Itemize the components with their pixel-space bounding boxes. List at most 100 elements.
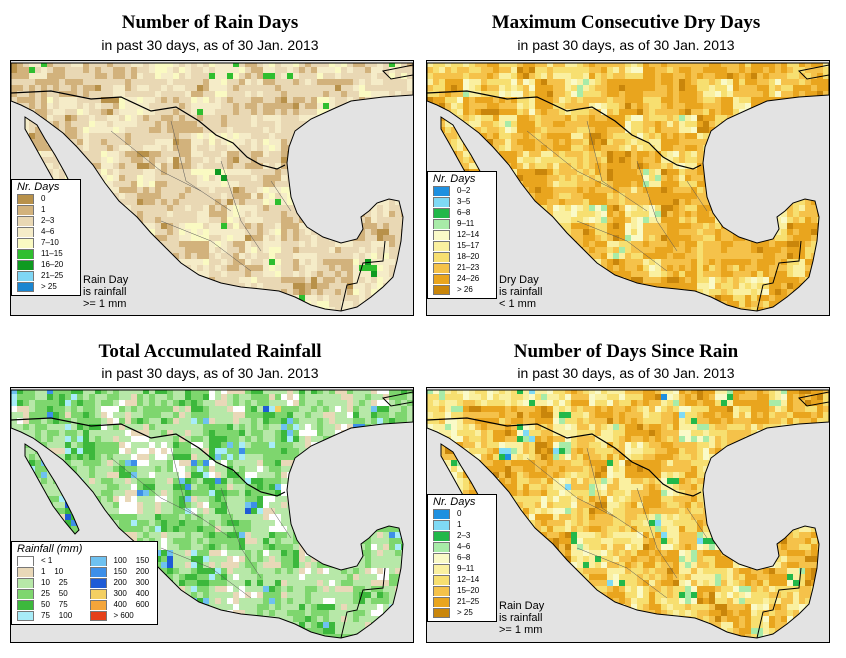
map-cell (739, 97, 745, 103)
map-cell (263, 85, 269, 91)
map-cell (185, 235, 191, 241)
map-cell (481, 73, 487, 79)
map-cell (427, 67, 433, 73)
map-cell (823, 85, 829, 91)
map-cell (697, 151, 703, 157)
map-cell (529, 79, 535, 85)
map-cell (143, 199, 149, 205)
map-cell (293, 121, 299, 127)
map-cell (275, 157, 281, 163)
map-cell (227, 63, 233, 67)
map-cell (215, 97, 221, 103)
map-cell (559, 63, 565, 67)
map-cell (457, 139, 463, 145)
map-cell (317, 301, 323, 307)
map-cell (329, 253, 335, 259)
legend-label: 4–6 (41, 226, 55, 236)
map-cell (371, 79, 377, 85)
map-cell (583, 73, 589, 79)
map-cell (281, 157, 287, 163)
map-cell (239, 235, 245, 241)
map-cell (589, 145, 595, 151)
map-cell (601, 79, 607, 85)
map-cell (643, 205, 649, 211)
map-cell (161, 211, 167, 217)
map-cell (571, 169, 577, 175)
map-cell (371, 217, 377, 223)
map-cell (179, 175, 185, 181)
map-cell (667, 181, 673, 187)
map-cell (679, 175, 685, 181)
map-cell (275, 169, 281, 175)
map-cell (257, 271, 263, 277)
map-cell (559, 175, 565, 181)
map-cell (457, 151, 463, 157)
map-cell (119, 103, 125, 109)
map-cell (649, 145, 655, 151)
map-cell (209, 265, 215, 271)
map-cell (107, 121, 113, 127)
legend-item: 0 (12, 193, 80, 204)
map-cell (517, 151, 523, 157)
map-cell (263, 247, 269, 253)
map-cell (481, 97, 487, 103)
map-cell (589, 151, 595, 157)
map-cell (119, 199, 125, 205)
map-cell (559, 205, 565, 211)
map-cell (191, 199, 197, 205)
map-cell (161, 157, 167, 163)
map-cell (221, 247, 227, 253)
map-cell (583, 79, 589, 85)
map-cell (577, 217, 583, 223)
map-cell (691, 217, 697, 223)
legend-swatch (17, 215, 34, 226)
map-cell (625, 169, 631, 175)
map-cell (751, 67, 757, 73)
map-cell (625, 157, 631, 163)
map-cell (47, 109, 53, 115)
map-cell (107, 151, 113, 157)
map-cell (149, 217, 155, 223)
map-cell (739, 79, 745, 85)
map-cell (209, 157, 215, 163)
map-cell (239, 247, 245, 253)
map-cell (131, 67, 137, 73)
map-cell (535, 187, 541, 193)
map-cell (239, 67, 245, 73)
map-cell (499, 151, 505, 157)
map-cell (71, 139, 77, 145)
map-cell (131, 97, 137, 103)
map-cell (451, 73, 457, 79)
map-cell (215, 205, 221, 211)
map-cell (377, 79, 383, 85)
map-cell (359, 235, 365, 241)
map-cell (269, 253, 275, 259)
map-cell (727, 67, 733, 73)
map-cell (143, 97, 149, 103)
map-cell (191, 217, 197, 223)
map-cell (565, 121, 571, 127)
map-cell (721, 241, 727, 247)
map-cell (589, 217, 595, 223)
map-cell (209, 109, 215, 115)
map-cell (35, 85, 41, 91)
map-cell (359, 67, 365, 73)
map-cell (227, 211, 233, 217)
map-cell (245, 271, 251, 277)
map-cell (535, 73, 541, 79)
map-cell (571, 211, 577, 217)
map-cell (613, 133, 619, 139)
map-cell (377, 217, 383, 223)
map-cell (245, 73, 251, 79)
map-cell (535, 169, 541, 175)
map-cell (407, 79, 413, 85)
map-cell (377, 241, 383, 247)
map-cell (113, 67, 119, 73)
map-cell (263, 205, 269, 211)
map-cell (125, 145, 131, 151)
map-cell (59, 175, 65, 181)
map-cell (613, 151, 619, 157)
map-cell (65, 85, 71, 91)
map-cell (35, 139, 41, 145)
map-cell (371, 63, 377, 67)
